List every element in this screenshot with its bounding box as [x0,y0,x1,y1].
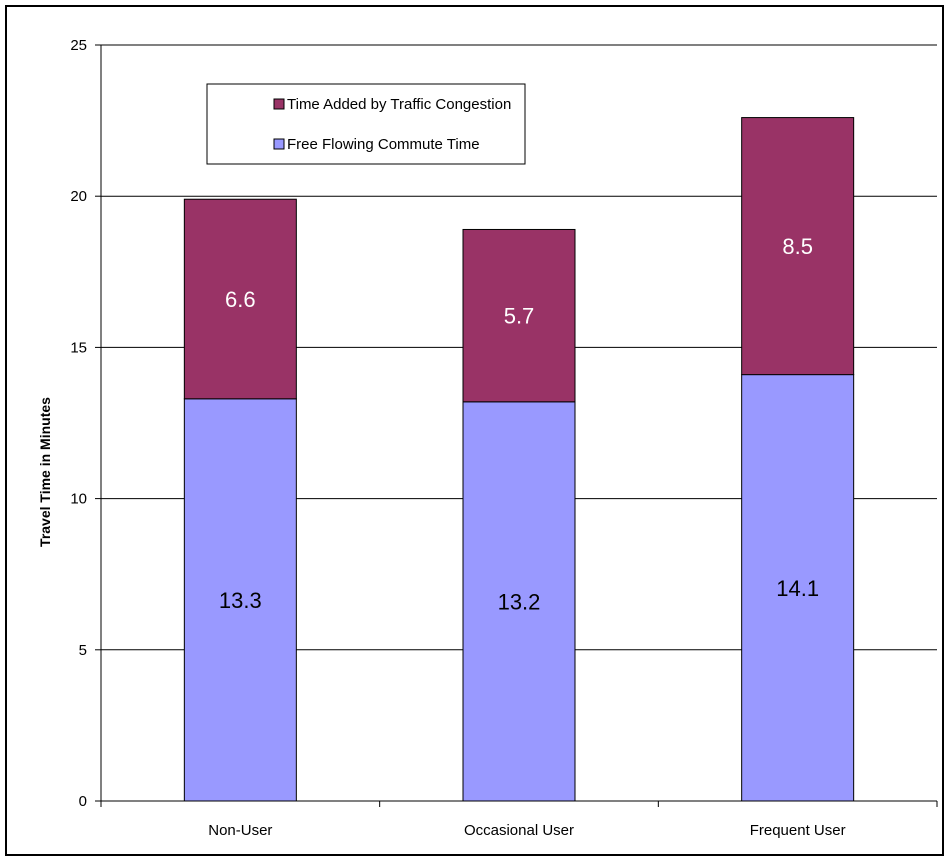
legend-label: Time Added by Traffic Congestion [287,96,511,113]
data-label: 13.3 [219,588,262,613]
data-label: 14.1 [776,576,819,601]
data-labels: 13.3 6.6 13.2 5.7 14.1 8.5 [219,234,819,614]
y-axis-title: Travel Time in Minutes [37,397,53,547]
legend-box [206,83,526,165]
bar-segment-congestion [462,228,576,403]
data-label: 8.5 [782,234,813,259]
x-tick-label: Occasional User [464,822,574,839]
x-tick-label: Frequent User [750,822,846,839]
bar-segment-free-flow [183,398,297,802]
y-tick-label: 25 [70,37,87,54]
y-tick-label: 20 [70,188,87,205]
y-tick-label: 0 [79,793,87,810]
y-tick-label: 10 [70,491,87,508]
bar-segment-congestion [741,117,855,376]
legend: Time Added by Traffic Congestion Free Flo… [206,83,526,165]
axes: 0 5 10 15 20 25 Non-User Occasional User Frequen… [70,37,938,839]
legend-swatch [273,98,285,110]
legend-label: Free Flowing Commute Time [287,136,480,153]
x-tick-label: Non-User [208,822,272,839]
data-label: 5.7 [504,304,535,329]
y-tick-label: 15 [70,339,87,356]
data-label: 13.2 [498,589,541,614]
bar-segment-congestion [183,198,297,400]
y-tick-label: 5 [79,642,87,659]
data-label: 6.6 [225,287,256,312]
legend-swatch [273,138,285,150]
bars [183,117,855,802]
